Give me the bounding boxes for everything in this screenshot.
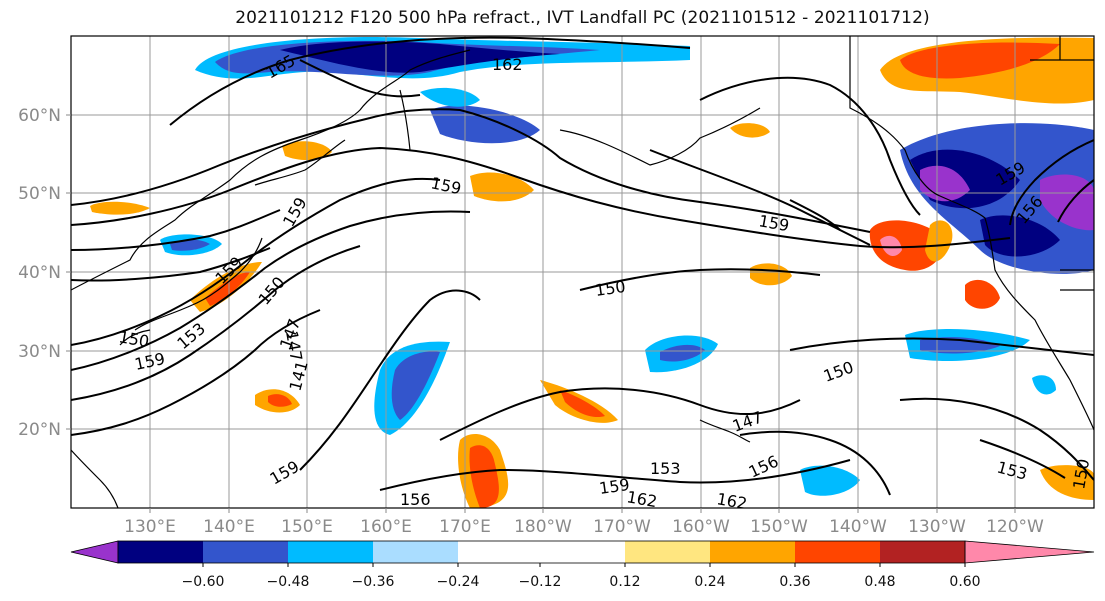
colorbar-tick-label: −0.60 xyxy=(182,574,225,590)
colorbar-segment xyxy=(880,541,965,563)
colorbar-segment xyxy=(458,541,625,563)
colorbar-segment xyxy=(373,541,458,563)
colorbar-tick-label: 0.60 xyxy=(949,574,980,590)
shaded-anomaly-regions xyxy=(90,37,1094,508)
lon-tick-label: 150°W xyxy=(750,517,808,537)
colorbar-tick-label: 0.24 xyxy=(694,574,725,590)
lon-tick-label: 130°W xyxy=(908,517,966,537)
contour-label: 159 xyxy=(598,475,631,498)
colorbar-segment xyxy=(288,541,373,563)
lon-tick-label: 150°E xyxy=(281,517,333,537)
latitude-axis: 60°N 50°N 40°N 30°N 20°N xyxy=(18,106,71,440)
graticule xyxy=(71,36,1094,508)
lat-tick-label: 50°N xyxy=(18,184,61,204)
lon-tick-label: 170°E xyxy=(439,517,491,537)
colorbar-tick-label: 0.48 xyxy=(864,574,895,590)
colorbar-segment xyxy=(795,541,880,563)
colorbar-tick-label: 0.36 xyxy=(779,574,810,590)
colorbar-segment xyxy=(203,541,288,563)
lon-tick-label: 160°E xyxy=(360,517,412,537)
colorbar-segment xyxy=(710,541,795,563)
lon-tick-label: 170°W xyxy=(593,517,651,537)
contour-label: 156 xyxy=(400,490,431,509)
lon-tick-label: 140°W xyxy=(829,517,887,537)
lat-tick-label: 60°N xyxy=(18,106,61,126)
colorbar-tick-label: 0.12 xyxy=(609,574,640,590)
colorbar-segment xyxy=(625,541,710,563)
contour-label: 153 xyxy=(650,459,681,478)
lon-tick-label: 130°E xyxy=(124,517,176,537)
lon-tick-label: 120°W xyxy=(986,517,1044,537)
contour-label: 150 xyxy=(594,277,627,300)
contour-label: 162 xyxy=(492,55,523,74)
lon-tick-label: 140°E xyxy=(203,517,255,537)
longitude-axis: 130°E 140°E 150°E 160°E 170°E 180°W 170°… xyxy=(124,508,1044,537)
contour-label: 162 xyxy=(715,489,748,513)
colorbar: −0.60 −0.48 −0.36 −0.24 −0.12 0.12 0.24 … xyxy=(70,540,1095,590)
colorbar-segment xyxy=(118,541,203,563)
colorbar-tick-label: −0.12 xyxy=(519,574,562,590)
lat-tick-label: 30°N xyxy=(18,342,61,362)
colorbar-tick-label: −0.48 xyxy=(267,574,310,590)
height-contours xyxy=(71,36,1094,496)
coastlines xyxy=(71,36,1094,508)
contour-label: 162 xyxy=(625,487,658,511)
lon-tick-label: 180°W xyxy=(514,517,572,537)
plot-title: 2021101212 F120 500 hPa refract., IVT La… xyxy=(235,8,930,28)
colorbar-tick-label: −0.36 xyxy=(352,574,395,590)
colorbar-outline xyxy=(117,540,966,564)
colorbar-extend-left xyxy=(70,540,119,564)
lat-tick-label: 20°N xyxy=(18,420,61,440)
lon-tick-label: 160°W xyxy=(672,517,730,537)
colorbar-tick-label: −0.24 xyxy=(437,574,480,590)
lat-tick-label: 40°N xyxy=(18,263,61,283)
colorbar-extend-right xyxy=(964,540,1095,564)
